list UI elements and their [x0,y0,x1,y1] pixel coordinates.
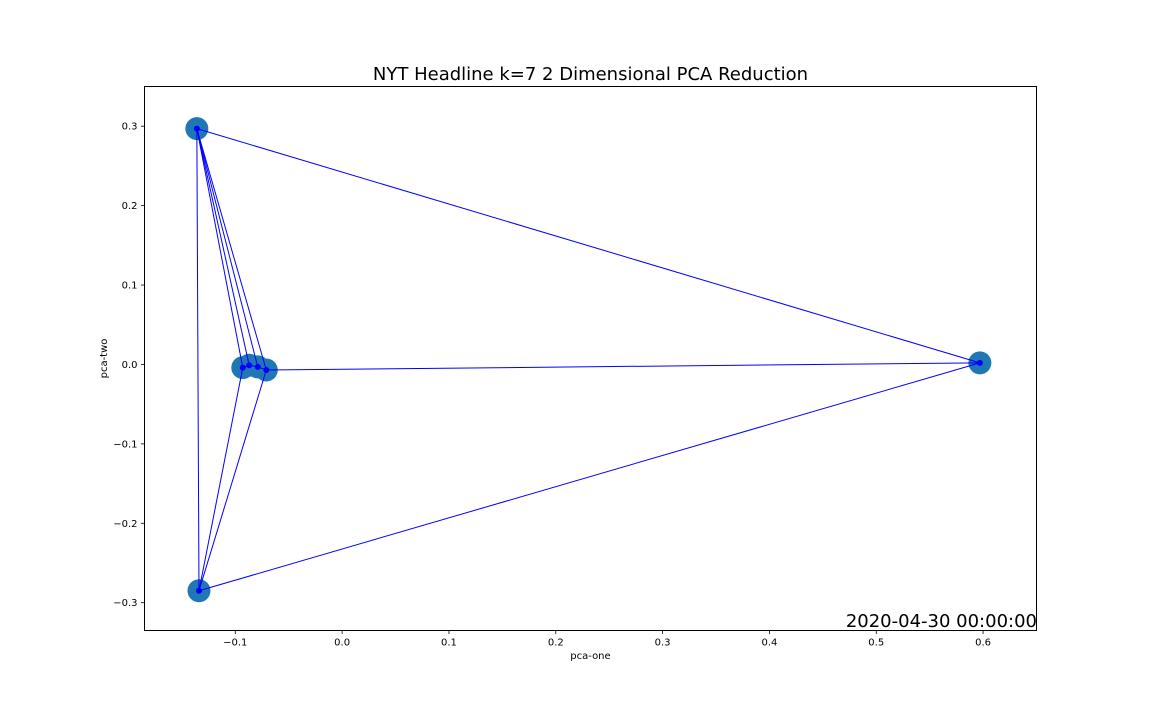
edge-line-1 [196,128,200,591]
x-tick-label: 0.6 [975,638,991,649]
x-tick-label: −0.1 [223,638,247,649]
edge-line-3 [196,128,250,366]
point-dot-0 [193,125,200,132]
point-dot-4 [246,362,253,369]
chart-title: NYT Headline k=7 2 Dimensional PCA Reduc… [373,64,808,85]
x-tick-label: 0.4 [761,638,777,649]
edge-line-0 [196,128,981,364]
y-tick-label: −0.1 [113,439,137,450]
x-tick-label: 0.3 [655,638,671,649]
point-dot-2 [195,587,202,594]
point-dot-6 [263,367,270,374]
y-tick-label: 0.0 [122,360,138,371]
plot-area [185,117,992,603]
edge-line-8 [198,367,244,591]
x-tick-label: 0.2 [548,638,564,649]
y-tick-label: 0.2 [122,201,138,212]
edge-line-5 [196,128,267,371]
x-tick-label: 0.0 [334,638,350,649]
x-axis: −0.1 0.0 0.1 0.2 0.3 0.4 0.5 0.6 [223,630,991,649]
y-axis: −0.3 −0.2 −0.1 0.0 0.1 0.2 0.3 [113,122,145,609]
x-tick-label: 0.5 [868,638,884,649]
point-dot-3 [239,364,246,371]
timestamp-annotation: 2020-04-30 00:00:00 [846,611,1037,632]
x-tick-label: 0.1 [441,638,457,649]
y-tick-label: 0.1 [122,281,138,292]
y-axis-label: pca-two [99,339,110,379]
y-tick-label: −0.3 [113,598,137,609]
edge-line-2 [196,128,244,368]
edge-line-7 [266,362,980,371]
y-tick-label: 0.3 [122,122,138,133]
point-dot-1 [976,359,983,366]
edge-line-9 [198,369,267,591]
point-dot-5 [254,363,261,370]
x-axis-label: pca-one [570,651,610,662]
edge-line-4 [196,128,259,367]
axes-frame [144,86,1037,631]
edge-line-6 [198,362,981,592]
y-tick-label: −0.2 [113,519,137,530]
